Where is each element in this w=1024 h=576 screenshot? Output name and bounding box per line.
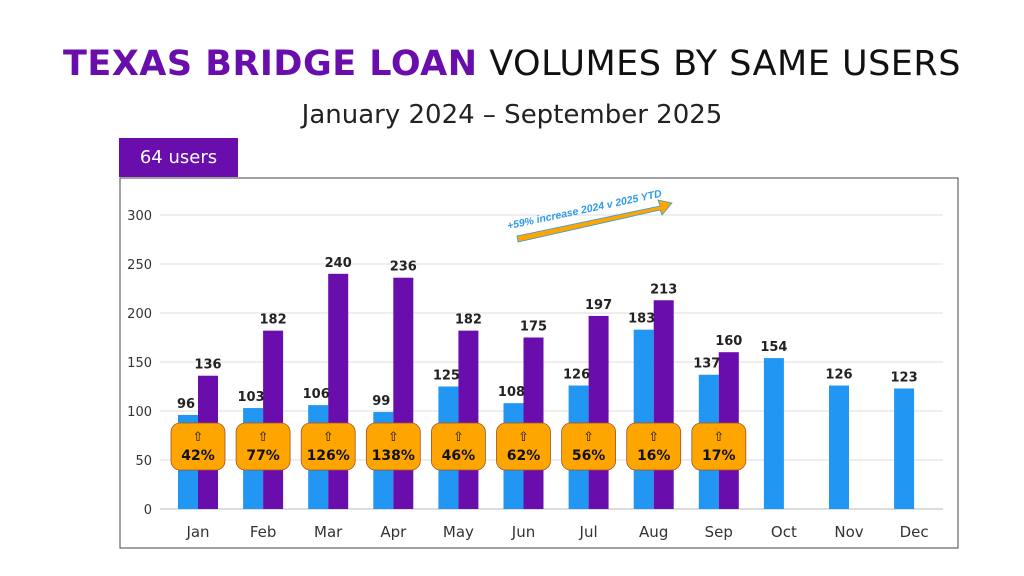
y-tick-label: 300	[127, 209, 152, 224]
y-tick-label: 100	[127, 405, 152, 420]
x-tick-label: Apr	[380, 523, 407, 541]
growth-badge-text: 62%	[507, 448, 541, 464]
growth-badge	[626, 422, 682, 471]
subtitle: January 2024 – September 2025	[301, 100, 723, 130]
data-label-2025: 197	[585, 298, 612, 313]
growth-badge-text: 56%	[572, 448, 606, 464]
growth-badge	[170, 422, 226, 471]
data-label-2024: 106	[303, 387, 330, 402]
x-tick-label: Dec	[900, 523, 929, 541]
up-arrow-icon: ⇧	[388, 430, 399, 445]
x-tick-label: May	[443, 523, 474, 541]
growth-badge-text: 77%	[246, 448, 280, 464]
y-tick-label: 50	[135, 454, 152, 469]
growth-badge	[365, 422, 421, 471]
up-arrow-icon: ⇧	[193, 430, 204, 445]
growth-badge	[561, 422, 616, 471]
growth-badge-text: 16%	[637, 448, 671, 464]
x-tick-label: Jan	[185, 523, 209, 541]
data-label-2024: 126	[825, 368, 852, 383]
data-label-2025: 213	[650, 282, 677, 297]
up-arrow-icon: ⇧	[713, 430, 724, 445]
growth-badge	[496, 422, 551, 471]
bar-2025	[393, 277, 414, 509]
x-tick-label: Aug	[639, 523, 668, 541]
bar-2025	[653, 300, 674, 509]
title-rest: VOLUMES BY SAME USERS	[489, 44, 961, 84]
bar-2025	[588, 315, 609, 509]
growth-badge-text: 46%	[442, 448, 476, 464]
data-label-2024: 103	[238, 390, 265, 405]
growth-badge	[300, 422, 356, 471]
data-label-2024: 125	[433, 369, 460, 384]
data-label-2025: 175	[520, 320, 547, 335]
x-tick-label: Nov	[834, 523, 863, 541]
up-arrow-icon: ⇧	[648, 430, 659, 445]
bar-2024	[829, 385, 849, 509]
bar-2025	[328, 273, 349, 509]
growth-badge	[235, 422, 291, 471]
bar-2025	[263, 330, 284, 509]
y-tick-label: 250	[127, 258, 152, 273]
users-tab: 64 users	[119, 138, 238, 177]
x-tick-label: Feb	[250, 523, 277, 541]
up-arrow-icon: ⇧	[258, 430, 269, 445]
y-tick-label: 150	[127, 356, 152, 371]
growth-badge-text: 42%	[181, 448, 215, 464]
data-label-2025: 236	[390, 260, 417, 275]
x-tick-label: Oct	[771, 523, 797, 541]
x-tick-label: Jun	[511, 523, 535, 541]
growth-badge-text: 17%	[702, 448, 736, 464]
x-tick-label: Mar	[314, 523, 343, 541]
bar-2025	[458, 330, 479, 509]
data-label-2024: 154	[760, 340, 787, 355]
plot-frame	[119, 177, 959, 549]
trend-arrow	[516, 199, 673, 243]
growth-badge	[430, 422, 486, 471]
title-highlight: TEXAS BRIDGE LOAN	[63, 44, 478, 84]
data-label-2025: 182	[455, 313, 482, 328]
up-arrow-icon: ⇧	[518, 430, 529, 445]
growth-badge-text: 138%	[372, 448, 415, 464]
growth-badge	[691, 422, 747, 471]
data-label-2024: 123	[891, 370, 918, 385]
y-tick-label: 200	[127, 307, 152, 322]
y-tick-label: 0	[144, 503, 152, 518]
data-label-2024: 108	[498, 385, 525, 400]
data-label-2025: 240	[325, 256, 352, 271]
data-label-2024: 96	[177, 397, 195, 412]
up-arrow-icon: ⇧	[323, 430, 334, 445]
x-tick-label: Sep	[705, 523, 733, 541]
data-label-2024: 137	[693, 357, 720, 372]
data-label-2025: 136	[194, 358, 221, 373]
bar-2024	[763, 358, 784, 509]
bar-2024	[633, 329, 654, 509]
up-arrow-icon: ⇧	[453, 430, 464, 445]
bar-2024	[894, 388, 915, 509]
data-label-2024: 99	[372, 394, 390, 409]
data-label-2024: 183	[628, 312, 655, 327]
data-label-2025: 160	[715, 334, 742, 349]
x-tick-label: Jul	[579, 523, 598, 541]
page-title: TEXAS BRIDGE LOAN VOLUMES BY SAME USERS	[0, 44, 1024, 84]
data-label-2025: 182	[260, 313, 287, 328]
growth-badge-text: 126%	[307, 448, 350, 464]
data-label-2024: 126	[563, 368, 590, 383]
up-arrow-icon: ⇧	[583, 430, 594, 445]
